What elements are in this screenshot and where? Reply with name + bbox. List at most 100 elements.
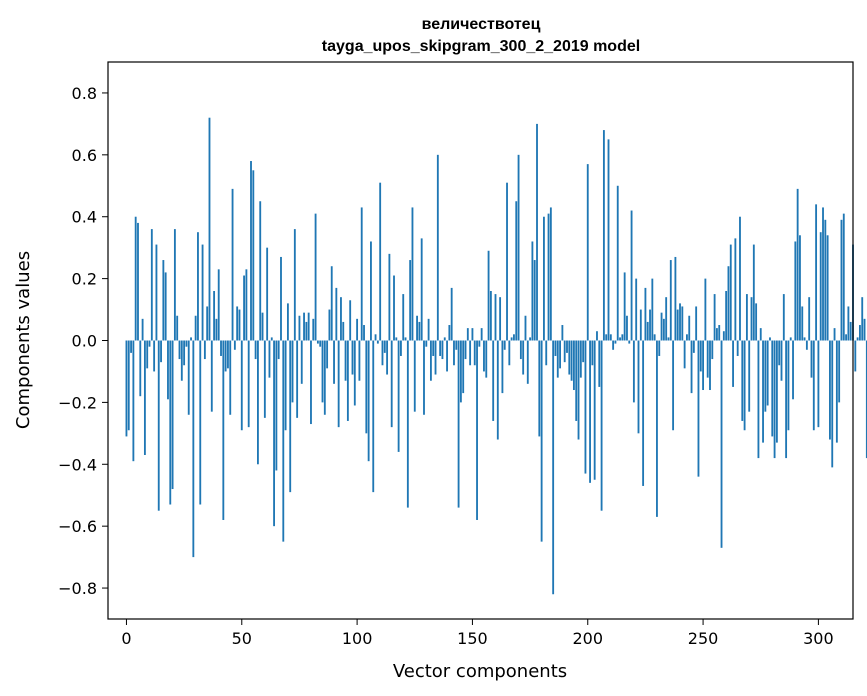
bar-component-251 [704, 278, 707, 341]
bar-component-8 [143, 340, 146, 455]
bar-component-200 [586, 164, 589, 341]
bar-component-242 [683, 340, 686, 369]
plot-frame [107, 61, 854, 620]
bar-component-100 [356, 318, 359, 341]
bar-component-46 [231, 188, 234, 341]
bar-component-104 [365, 340, 368, 434]
bar-component-93 [340, 297, 342, 341]
bar-component-224 [642, 340, 645, 486]
bar-component-72 [291, 340, 294, 403]
bar-component-318 [858, 325, 861, 341]
bar-component-87 [326, 340, 329, 369]
bar-component-69 [284, 340, 287, 431]
bar-component-312 [845, 334, 848, 341]
y-axis-label: Components values [13, 251, 34, 429]
bar-component-204 [596, 331, 598, 341]
bar-component-67 [280, 256, 282, 341]
bar-component-123 [409, 260, 412, 341]
bar-component-289 [792, 340, 794, 400]
bar-component-210 [609, 334, 612, 341]
bar-component-173 [524, 315, 527, 341]
bar-component-233 [662, 318, 665, 341]
bar-component-243 [686, 334, 688, 341]
bar-component-106 [370, 241, 372, 341]
bar-component-296 [808, 297, 811, 341]
bar-component-145 [459, 340, 462, 403]
bar-component-120 [402, 294, 405, 341]
bar-component-59 [261, 312, 264, 341]
bar-component-31 [197, 232, 199, 341]
bar-component-295 [805, 340, 808, 350]
bar-component-121 [404, 337, 407, 341]
bar-component-177 [533, 260, 536, 341]
bar-component-316 [854, 340, 857, 372]
bar-component-111 [381, 340, 384, 366]
bar-component-241 [681, 306, 684, 341]
bar-component-147 [464, 340, 467, 360]
bar-component-270 [748, 340, 751, 412]
bar-component-187 [556, 340, 559, 378]
bar-component-273 [755, 303, 758, 341]
bar-component-272 [752, 244, 755, 341]
bar-component-208 [605, 334, 608, 341]
bar-component-47 [233, 340, 236, 350]
bar-component-10 [148, 340, 151, 347]
bar-component-226 [646, 321, 649, 341]
bar-component-240 [679, 303, 681, 341]
bar-component-178 [536, 123, 538, 341]
bar-component-54 [250, 161, 252, 341]
bar-component-32 [199, 340, 202, 505]
bar-component-1 [127, 340, 130, 431]
bar-component-239 [676, 309, 679, 341]
chart-subtitle: tayga_upos_skipgram_300_2_2019 model [322, 38, 640, 55]
bar-component-301 [819, 232, 822, 341]
bar-component-84 [319, 340, 322, 347]
bar-component-199 [584, 340, 587, 474]
bar-component-62 [268, 340, 271, 378]
bar-component-203 [593, 340, 596, 480]
bar-component-65 [275, 340, 278, 471]
bar-component-158 [489, 290, 492, 341]
bar-component-196 [577, 340, 580, 440]
bar-component-220 [632, 340, 635, 403]
bar-component-23 [178, 340, 181, 360]
bar-component-36 [208, 117, 211, 341]
bar-component-310 [840, 219, 843, 341]
bar-component-320 [863, 318, 866, 341]
bar-component-231 [658, 340, 661, 356]
bar-component-52 [245, 269, 248, 341]
bar-component-235 [667, 337, 670, 341]
bar-component-247 [695, 306, 698, 341]
bar-component-283 [778, 340, 781, 366]
bar-component-309 [838, 340, 841, 403]
y-tick-label: 0.4 [72, 208, 97, 227]
bar-component-95 [344, 340, 347, 381]
bar-component-164 [503, 340, 506, 350]
bar-component-14 [157, 340, 160, 511]
bar-component-293 [801, 306, 804, 341]
bar-component-92 [337, 340, 340, 428]
bar-component-102 [360, 207, 363, 341]
bar-component-57 [257, 340, 259, 465]
x-tick-label: 0 [121, 629, 131, 648]
bar-component-12 [153, 340, 156, 372]
bar-component-223 [639, 309, 642, 341]
bar-component-274 [757, 340, 760, 459]
bar-component-286 [785, 340, 788, 459]
chart-title: величествотец [422, 16, 541, 33]
bar-component-167 [510, 337, 513, 341]
bar-component-181 [543, 216, 545, 341]
bar-component-292 [799, 235, 801, 341]
bar-component-266 [739, 216, 741, 341]
bar-component-78 [305, 321, 308, 341]
bar-component-11 [150, 229, 153, 341]
bar-component-271 [750, 297, 753, 341]
bar-component-33 [201, 244, 204, 341]
x-tick-label: 300 [803, 629, 834, 648]
bar-component-248 [697, 340, 700, 477]
bar-component-180 [540, 340, 543, 542]
bar-component-155 [483, 340, 485, 372]
bar-component-35 [206, 306, 209, 341]
bar-component-130 [425, 340, 428, 347]
